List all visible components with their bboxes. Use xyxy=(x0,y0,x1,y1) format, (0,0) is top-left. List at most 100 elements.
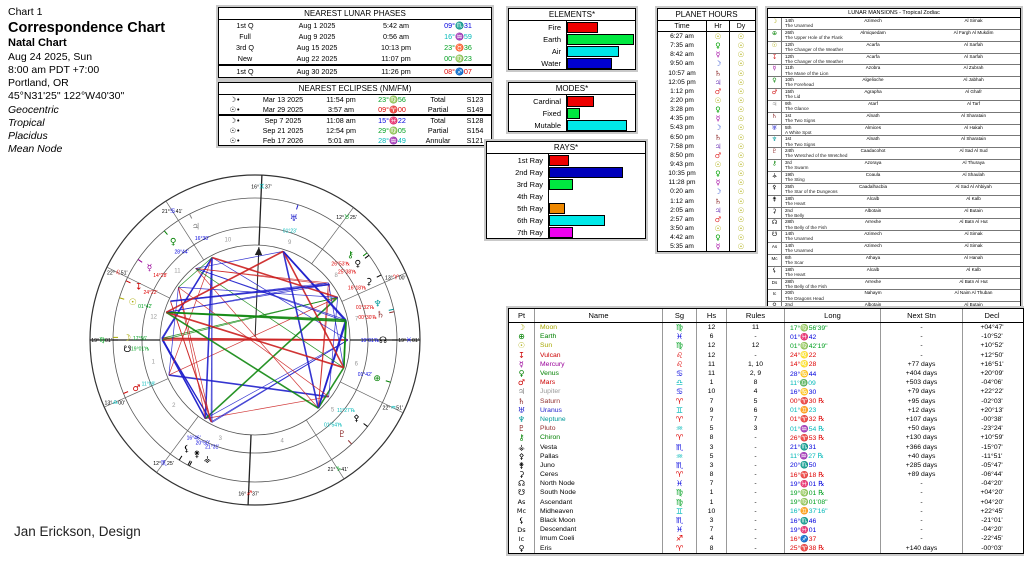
eclipse-kind-icon: ☽• xyxy=(229,95,241,105)
mansion-arabic-name: Al Ghafr xyxy=(965,89,982,95)
point-glyph: ⚸ xyxy=(509,515,535,526)
bar-area xyxy=(566,45,635,57)
mansion-subtitle: The Two Signs xyxy=(785,141,816,147)
mansion-planet-icon: Ic xyxy=(772,291,777,297)
mansion-number: 1st xyxy=(785,112,792,118)
hour-time: 1:12 pm xyxy=(670,87,694,95)
point-declination: +16°51' xyxy=(980,360,1004,368)
lunar-phase-row: 1st Q Aug 30 2025 11:26 pm 08°♐07 xyxy=(219,64,491,77)
mansion-row: ⚶ 19th Coaula Al Shaulah The Sting xyxy=(768,171,1020,184)
mansion-arabic-name: Al Jabhah xyxy=(963,77,984,83)
planet-tick xyxy=(347,440,352,445)
planet-degree-label: 16°30' xyxy=(195,236,209,242)
phase-label: 1st Q xyxy=(236,67,254,76)
eclipse-kind-icon: ☉• xyxy=(229,135,241,145)
planet-glyph-moon: ☽ xyxy=(123,334,131,344)
mansion-arabic-name: Al Sharatain xyxy=(960,112,987,118)
eclipse-kind-icon: ☽• xyxy=(229,116,241,126)
point-house: 1 xyxy=(697,378,727,388)
point-declination: -21°01' xyxy=(981,517,1003,525)
planet-glyph-eris: ♀ xyxy=(354,260,361,270)
mansion-subtitle: The Lid xyxy=(785,94,801,100)
phase-label: 1st Q xyxy=(236,21,254,30)
day-ruler-icon: ☉ xyxy=(729,242,752,252)
aspect-line xyxy=(195,268,319,409)
mansion-line1: 2nd Albotain Al Butain xyxy=(785,208,1020,213)
mansion-name: Azimech xyxy=(864,243,882,249)
modes-chart: MODES* Cardinal Fixed Mutable xyxy=(508,82,636,132)
hour-ruler-icon: ☿ xyxy=(706,50,729,60)
mansion-row: ♆ 1st Alnath Al Sharatain The Two Signs xyxy=(768,136,1020,149)
bar-value xyxy=(549,202,566,214)
point-declination: +12°50' xyxy=(980,351,1004,359)
point-sign-glyph: ♈ xyxy=(663,396,697,406)
eclipse-time: 3:57 am xyxy=(328,104,354,114)
mansion-row: Ds 28th Arrexhe Al Batn Al Hut The Belly of … xyxy=(768,278,1020,291)
mansion-planet-icon: ⚵ xyxy=(772,195,777,203)
planet-glyph-south-node: ☋ xyxy=(123,345,131,355)
planet-degree-label: 00°30'℞ xyxy=(358,315,377,321)
points-table: Pt Name Sg Hs Rules Long Next Stn Decl ☽ Moon ♍ 12… xyxy=(508,308,1024,554)
point-glyph: ⊕ xyxy=(509,332,535,342)
house-number: 1 xyxy=(152,360,156,366)
point-next-station: - xyxy=(881,332,963,342)
eclipse-row: ☉• Sep 21 2025 12:54 pm 29°♍05 Partial S154 xyxy=(219,126,491,136)
cusp-label: 16°♐37' xyxy=(238,489,258,497)
points-table-row: ♂ Mars ♎ 1 8 11°♎09 +503 days -04°06' xyxy=(509,378,1023,388)
points-table-row: ☉ Sun ♍ 12 12 01°♍42'19" - +10°52' xyxy=(509,341,1023,351)
mansion-body: 9th Atarf Al Tarf The Glance xyxy=(781,100,1020,112)
point-rules: - xyxy=(727,433,785,443)
point-declination: -23°24' xyxy=(981,425,1003,433)
mansion-subtitle: The Changer of the Weather xyxy=(785,46,844,52)
aspect-line xyxy=(195,268,329,284)
mansion-name: Almices xyxy=(864,124,882,130)
mansion-name: Albotain xyxy=(864,207,882,213)
point-sign-glyph: ♈ xyxy=(663,470,697,480)
planet-hour-row: 8:50 pm ♂ ☉ xyxy=(658,150,755,160)
aspect-line xyxy=(178,257,213,288)
day-ruler-icon: ☉ xyxy=(729,169,752,179)
planet-glyph-vulcan: ↧ xyxy=(135,283,143,293)
planet-degree-label: 20°50' xyxy=(196,440,210,446)
point-glyph: ♇ xyxy=(509,424,535,434)
aspect-line xyxy=(168,257,213,376)
point-longitude: 11°♒27 ℞ xyxy=(785,451,881,461)
mansion-row: ☋ 14th Azimech Al Simak The Unarmed xyxy=(768,231,1020,244)
mansion-arabic-name: Al Sarfah xyxy=(964,41,983,47)
house-number: 8 xyxy=(335,273,339,279)
eclipse-date: Mar 13 2025 xyxy=(262,95,304,105)
hour-ruler-icon: ♀ xyxy=(706,169,729,179)
point-rules: - xyxy=(727,506,785,516)
mansion-row: ♀ 10th Algelioche Al Jabhah The Forehead xyxy=(768,77,1020,90)
point-longitude: 16°♐37 xyxy=(785,534,881,544)
point-name: Vulcan xyxy=(535,350,663,360)
point-declination: +04°20' xyxy=(980,489,1004,497)
mansion-name: Caadacohot xyxy=(860,148,886,154)
cusp-label: 13°♎00' xyxy=(105,398,125,406)
point-longitude: 20°♏50 xyxy=(785,460,881,470)
bar-label: Fire xyxy=(548,22,561,32)
mansion-arabic-name: Al Sarfah xyxy=(964,53,983,59)
mansion-name: Alnath xyxy=(866,136,880,142)
point-house: 7 xyxy=(697,414,727,425)
point-glyph: ☊ xyxy=(509,479,535,489)
lunar-phases-table: NEAREST LUNAR PHASES 1st Q Aug 1 2025 5:42… xyxy=(218,7,492,78)
mansion-name: Alnath xyxy=(866,112,880,118)
mansion-body: 28th Arrexhe Al Batn Al Hut The Belly of th… xyxy=(781,219,1020,231)
mansion-arabic-name: Al Zubrah xyxy=(963,65,984,71)
mansion-name: Acarfa xyxy=(866,53,880,59)
mansion-body: 14th Azimech Al Simak The Unarmed xyxy=(781,243,1020,254)
aspect-line xyxy=(161,339,213,423)
mansion-line1: 10th Algelioche Al Jabhah xyxy=(785,77,1020,82)
bar-label: 7th Ray xyxy=(517,227,543,237)
point-declination: -04°20' xyxy=(981,480,1003,488)
eclipse-date: Mar 29 2025 xyxy=(262,104,304,114)
planet-glyph-venus: ♀ xyxy=(170,238,177,248)
phase-label: 3rd Q xyxy=(236,43,254,52)
phase-position: 16°♒59 xyxy=(444,32,472,41)
house-cusp-line xyxy=(341,272,406,302)
planet-glyph-uranus: ♅ xyxy=(290,214,298,224)
hour-time: 11:28 pm xyxy=(668,179,696,187)
point-next-station: - xyxy=(881,534,963,544)
point-glyph: ↧ xyxy=(509,350,535,360)
